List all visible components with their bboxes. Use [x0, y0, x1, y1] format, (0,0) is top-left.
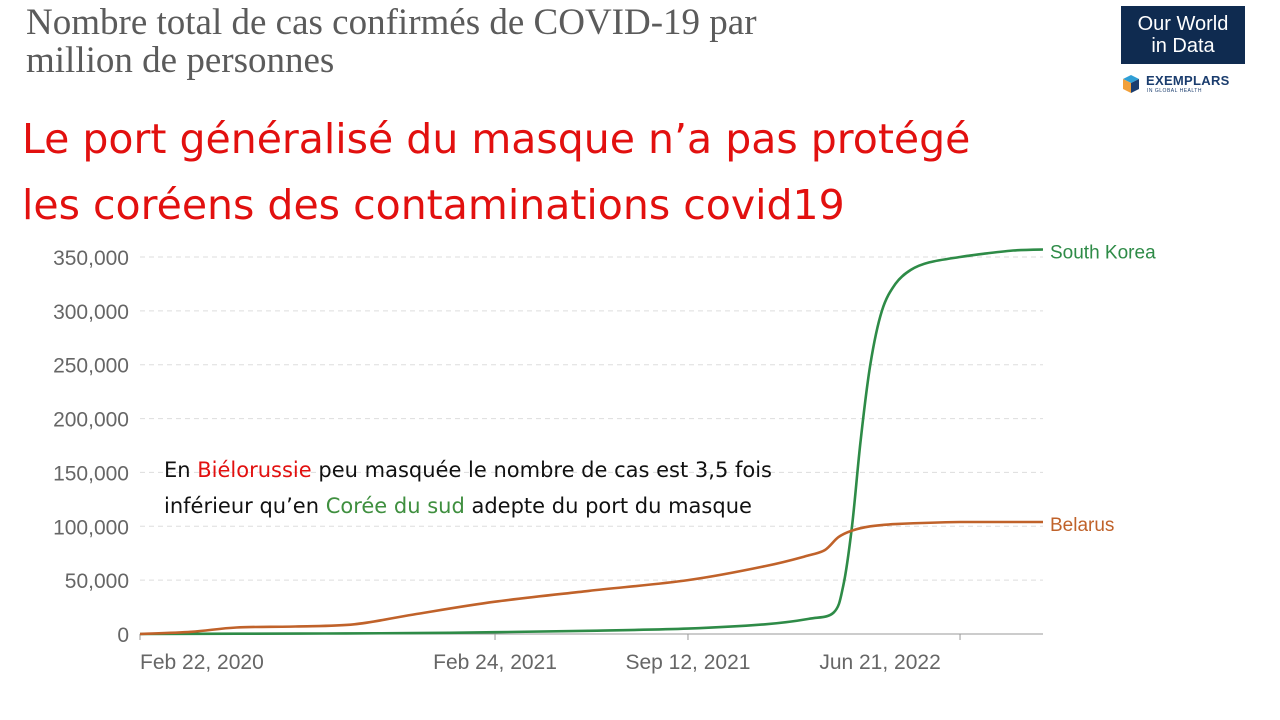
cube-icon — [1123, 75, 1139, 93]
y-tick-label: 350,000 — [53, 247, 129, 270]
title-line-2: million de personnes — [26, 40, 335, 81]
annotation-korea: Corée du sud — [325, 494, 465, 518]
title-line-1: Nombre total de cas confirmés de COVID-1… — [26, 2, 757, 43]
annotation-part-3: inférieur qu’en — [164, 494, 326, 518]
x-tick-label: Sep 12, 2021 — [625, 651, 750, 674]
grid-lines — [140, 256, 1043, 635]
logo-line-2: in Data — [1151, 35, 1215, 57]
y-tick-label: 100,000 — [53, 516, 129, 539]
series-group: South Korea Belarus — [139, 242, 1156, 636]
y-tick-label: 0 — [117, 624, 129, 647]
y-tick-label: 150,000 — [53, 462, 129, 485]
annotation-part-4: adepte du port du masque — [464, 494, 752, 518]
annotation-line-2: inférieur qu’en Corée du sud adepte du p… — [164, 488, 944, 524]
annotation-part-2: peu masquée le nombre de cas est 3,5 foi… — [311, 458, 772, 482]
owid-logo: Our World in Data — [1121, 6, 1245, 64]
y-tick-label: 250,000 — [53, 355, 129, 378]
logo-line-1: Our World — [1137, 13, 1229, 35]
x-axis-ticks: Feb 22, 2020 Feb 24, 2021 Sep 12, 2021 Jun … — [139, 634, 961, 674]
chart-title: Nombre total de cas confirmés de COVID-1… — [26, 4, 1086, 80]
y-tick-label: 200,000 — [53, 409, 129, 432]
x-tick-label: Jun 21, 2022 — [819, 651, 940, 674]
y-tick-label: 300,000 — [53, 301, 129, 324]
series-label-south-korea: South Korea — [1050, 242, 1156, 263]
y-axis-ticks: 0 50,000 100,000 150,000 200,000 250,000 300,0… — [53, 247, 129, 647]
annotation-line-1: En Biélorussie peu masquée le nombre de … — [164, 452, 944, 488]
x-tick-label: Feb 22, 2020 — [140, 651, 264, 674]
annotation-text: En Biélorussie peu masquée le nombre de … — [164, 452, 944, 524]
x-tick-label: Feb 24, 2021 — [433, 651, 557, 674]
headline-line-2: les coréens des contaminations covid19 — [22, 181, 845, 229]
headline: Le port généralisé du masque n’a pas pro… — [22, 106, 1122, 238]
y-tick-label: 50,000 — [65, 570, 129, 593]
series-line-belarus — [139, 520, 1043, 636]
annotation-part-1: En — [164, 458, 198, 482]
series-line-south-korea — [139, 248, 1044, 636]
series-label-belarus: Belarus — [1050, 515, 1114, 536]
annotation-belarus: Biélorussie — [197, 458, 312, 482]
exemplars-sublabel: IN GLOBAL HEALTH — [1147, 88, 1202, 94]
exemplars-logo: EXEMPLARS IN GLOBAL HEALTH — [1120, 72, 1248, 98]
headline-line-1: Le port généralisé du masque n’a pas pro… — [22, 115, 971, 163]
exemplars-label: EXEMPLARS — [1146, 73, 1230, 88]
